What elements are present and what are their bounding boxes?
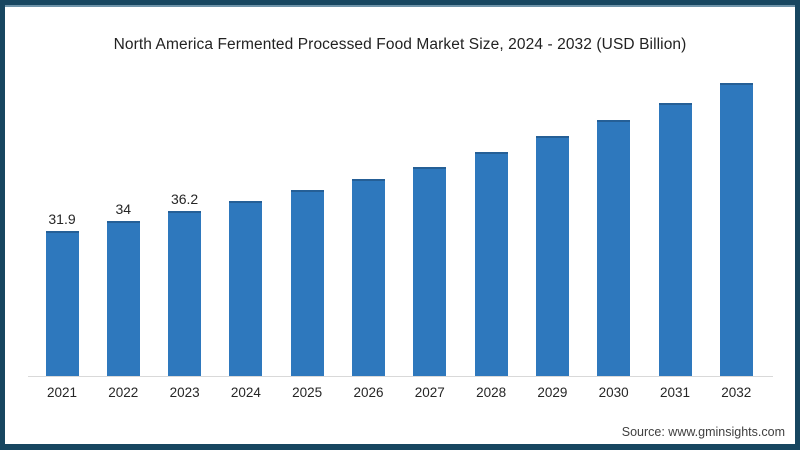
x-tick-label-2022: 2022 [108,385,139,400]
bar-2028 [474,151,508,376]
x-tick-label-2032: 2032 [721,385,752,400]
x-tick-label-2023: 2023 [169,385,200,400]
top-accent-line [5,5,795,7]
x-tick-label-2031: 2031 [659,385,691,400]
bar-value-label-2021: 31.9 [48,210,76,227]
x-axis-line [28,376,773,377]
bar-value-label-2022: 34 [115,201,132,218]
x-tick-label-2029: 2029 [537,385,568,400]
x-tick-label-2025: 2025 [292,385,323,400]
bar-2021 [45,230,79,376]
bar-2032 [719,83,753,376]
bar-2026 [352,179,385,376]
x-tick-label-2028: 2028 [476,385,507,400]
bar-value-label-2023: 36.2 [170,191,199,208]
bar-2025 [290,190,324,376]
chart-title: North America Fermented Processed Food M… [113,36,687,53]
bar-2027 [413,166,447,376]
bar-2022 [106,221,140,376]
x-tick-label-2026: 2026 [353,385,384,400]
x-tick-label-2021: 2021 [46,385,78,400]
plot-area: 31.9 2021 34 2022 36.2 2023 2024 2025 2026 2027 20… [5,5,795,444]
bar-2024 [229,201,263,376]
x-tick-label-2030: 2030 [598,385,629,400]
bar-2030 [597,119,631,376]
x-tick-label-2027: 2027 [414,385,445,400]
x-tick-label-2024: 2024 [230,385,261,400]
bar-2023 [168,211,202,376]
source-note: Source: www.gminsights.com [621,425,785,439]
bar-2029 [535,136,569,376]
bar-2031 [658,102,692,376]
